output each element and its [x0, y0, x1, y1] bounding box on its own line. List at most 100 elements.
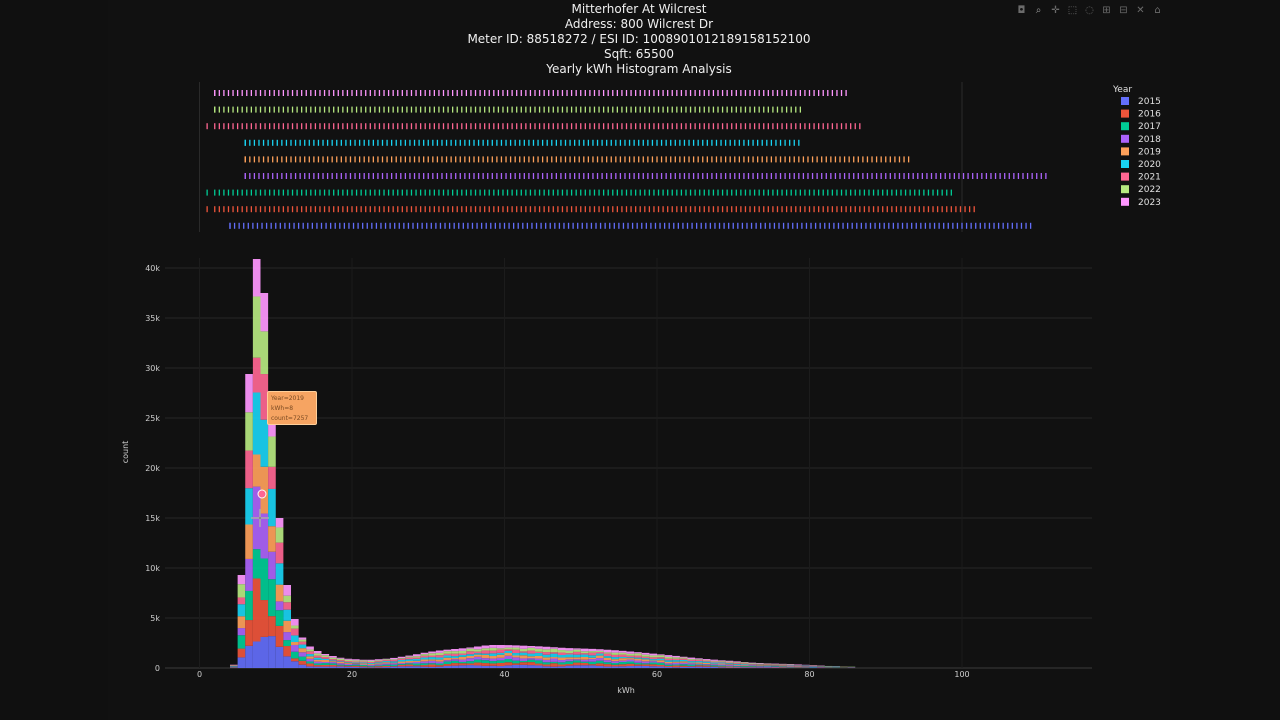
histogram-bar-2020 — [679, 659, 688, 662]
histogram-bar-2016 — [428, 664, 436, 667]
histogram-bar-2015 — [710, 666, 718, 668]
histogram-bar-2023 — [557, 647, 566, 651]
histogram-bar-2015 — [306, 666, 314, 668]
legend-item-2020[interactable]: 2020 — [1121, 160, 1161, 170]
legend-item-2021[interactable]: 2021 — [1121, 172, 1161, 183]
histogram-bar-2017 — [489, 661, 497, 664]
histogram-bar-2016 — [779, 667, 787, 668]
histogram-bar-2019 — [679, 661, 688, 663]
histogram-bar-2021 — [611, 654, 619, 658]
histogram-bar-2023 — [382, 658, 391, 660]
histogram-bar-2016 — [504, 662, 513, 666]
histogram-bar-2017 — [748, 665, 757, 667]
histogram-bar-2019 — [397, 661, 406, 664]
histogram-bar-2023 — [352, 659, 360, 661]
histogram-bar-2015 — [237, 657, 246, 668]
lasso-icon[interactable]: ◌ — [1085, 4, 1094, 16]
legend-item-2019[interactable]: 2019 — [1121, 147, 1161, 157]
zoom-in-icon[interactable]: ⊞ — [1102, 4, 1111, 16]
histogram-bar-2019 — [519, 655, 528, 659]
histogram-bar-2018 — [474, 656, 482, 660]
histogram-bar-2021 — [275, 542, 284, 564]
histogram-bar-2016 — [687, 666, 696, 667]
histogram-bar-2023 — [245, 374, 253, 413]
histogram-bar-2020 — [306, 654, 314, 657]
legend-item-2022[interactable]: 2022 — [1121, 185, 1161, 195]
histogram-bar-2023 — [451, 649, 459, 652]
histogram-bar-2022 — [428, 653, 436, 656]
histogram-bar-2018 — [466, 658, 474, 662]
histogram-bar-2015 — [718, 667, 726, 668]
histogram-bar-2022 — [679, 657, 688, 659]
y-tick-label: 10k — [145, 564, 160, 573]
histogram-bar-2020 — [329, 660, 337, 662]
histogram-bar-2023 — [275, 518, 284, 528]
histogram-bar-2023 — [664, 655, 673, 657]
reset-axes-icon[interactable]: ⌂ — [1154, 4, 1161, 16]
legend-item-2015[interactable]: 2015 — [1121, 97, 1161, 107]
x-tick-label: 20 — [347, 670, 357, 679]
histogram-bar-2023 — [565, 648, 574, 651]
histogram-bar-2023 — [512, 645, 520, 648]
histogram-bar-2020 — [458, 655, 467, 657]
histogram-bar-2017 — [626, 661, 635, 664]
autoscale-icon[interactable]: ✕ — [1136, 4, 1145, 16]
histogram-bar-2022 — [649, 655, 657, 658]
histogram-bar-2016 — [306, 663, 314, 667]
zoom-out-icon[interactable]: ⊟ — [1119, 4, 1128, 16]
histogram-bar-2016 — [489, 663, 497, 666]
chart-title-sqft: Sqft: 65500 — [604, 47, 674, 61]
histogram-bar-2015 — [397, 666, 406, 668]
histogram-bar-2023 — [725, 660, 734, 662]
histogram-bar-2020 — [573, 654, 581, 658]
histogram-bar-2020 — [435, 657, 444, 660]
legend-item-2018[interactable]: 2018 — [1121, 134, 1161, 145]
histogram-bar-2019 — [702, 662, 711, 665]
histogram-bar-2020 — [283, 609, 291, 621]
histogram-bar-2016 — [352, 665, 360, 667]
histogram-bar-2022 — [413, 656, 421, 658]
zoom-icon[interactable]: ⌕ — [1035, 4, 1042, 16]
histogram-bar-2015 — [588, 665, 596, 668]
histogram-bar-2018 — [565, 659, 574, 662]
histogram-bar-2015 — [634, 665, 642, 668]
histogram-bar-2020 — [321, 658, 330, 661]
histogram-bar-2016 — [413, 665, 421, 667]
histogram-bar-2019 — [321, 660, 330, 663]
legend-item-2016[interactable]: 2016 — [1121, 109, 1161, 120]
histogram-bar-2021 — [504, 649, 513, 651]
histogram-bar-2018 — [557, 660, 566, 663]
pan-icon[interactable]: ✛ — [1051, 4, 1060, 16]
legend-item-2023[interactable]: 2023 — [1121, 197, 1161, 208]
histogram-bar-2016 — [382, 665, 391, 668]
legend-swatch — [1121, 172, 1129, 181]
histogram-bar-2019 — [466, 655, 474, 659]
legend-item-2017[interactable]: 2017 — [1121, 122, 1161, 132]
box-select-icon[interactable]: ⬚ — [1067, 4, 1078, 16]
histogram-bar-2015 — [329, 666, 337, 668]
rug-plot — [199, 82, 1047, 232]
histogram-bar-2018 — [657, 662, 665, 663]
histogram-bar-2021 — [352, 661, 360, 663]
histogram-bar-2020 — [611, 657, 619, 660]
histogram-bar-2020 — [641, 658, 650, 660]
histogram-bar-2017 — [679, 664, 688, 666]
histogram-bar-2015 — [763, 667, 772, 668]
camera-icon[interactable]: ◘ — [1017, 4, 1026, 16]
histogram-bar-2021 — [596, 651, 604, 654]
histogram-bar-2019 — [657, 660, 665, 663]
histogram-bar-2021 — [405, 657, 413, 660]
histogram-bar-2023 — [367, 659, 375, 661]
histogram-bar-2022 — [359, 660, 368, 662]
histogram-bar-2021 — [420, 655, 429, 658]
histogram-bar-2015 — [428, 666, 436, 668]
histogram-bar-2019 — [298, 648, 307, 653]
histogram-bar-2017 — [588, 661, 596, 665]
histogram-bar-2023 — [626, 651, 635, 654]
histogram-bar-2019 — [588, 657, 596, 660]
histogram-bar-2016 — [313, 665, 322, 667]
histogram-bar-2019 — [443, 657, 452, 661]
histogram-bar-2023 — [550, 647, 558, 649]
histogram-bar-2018 — [306, 658, 314, 662]
